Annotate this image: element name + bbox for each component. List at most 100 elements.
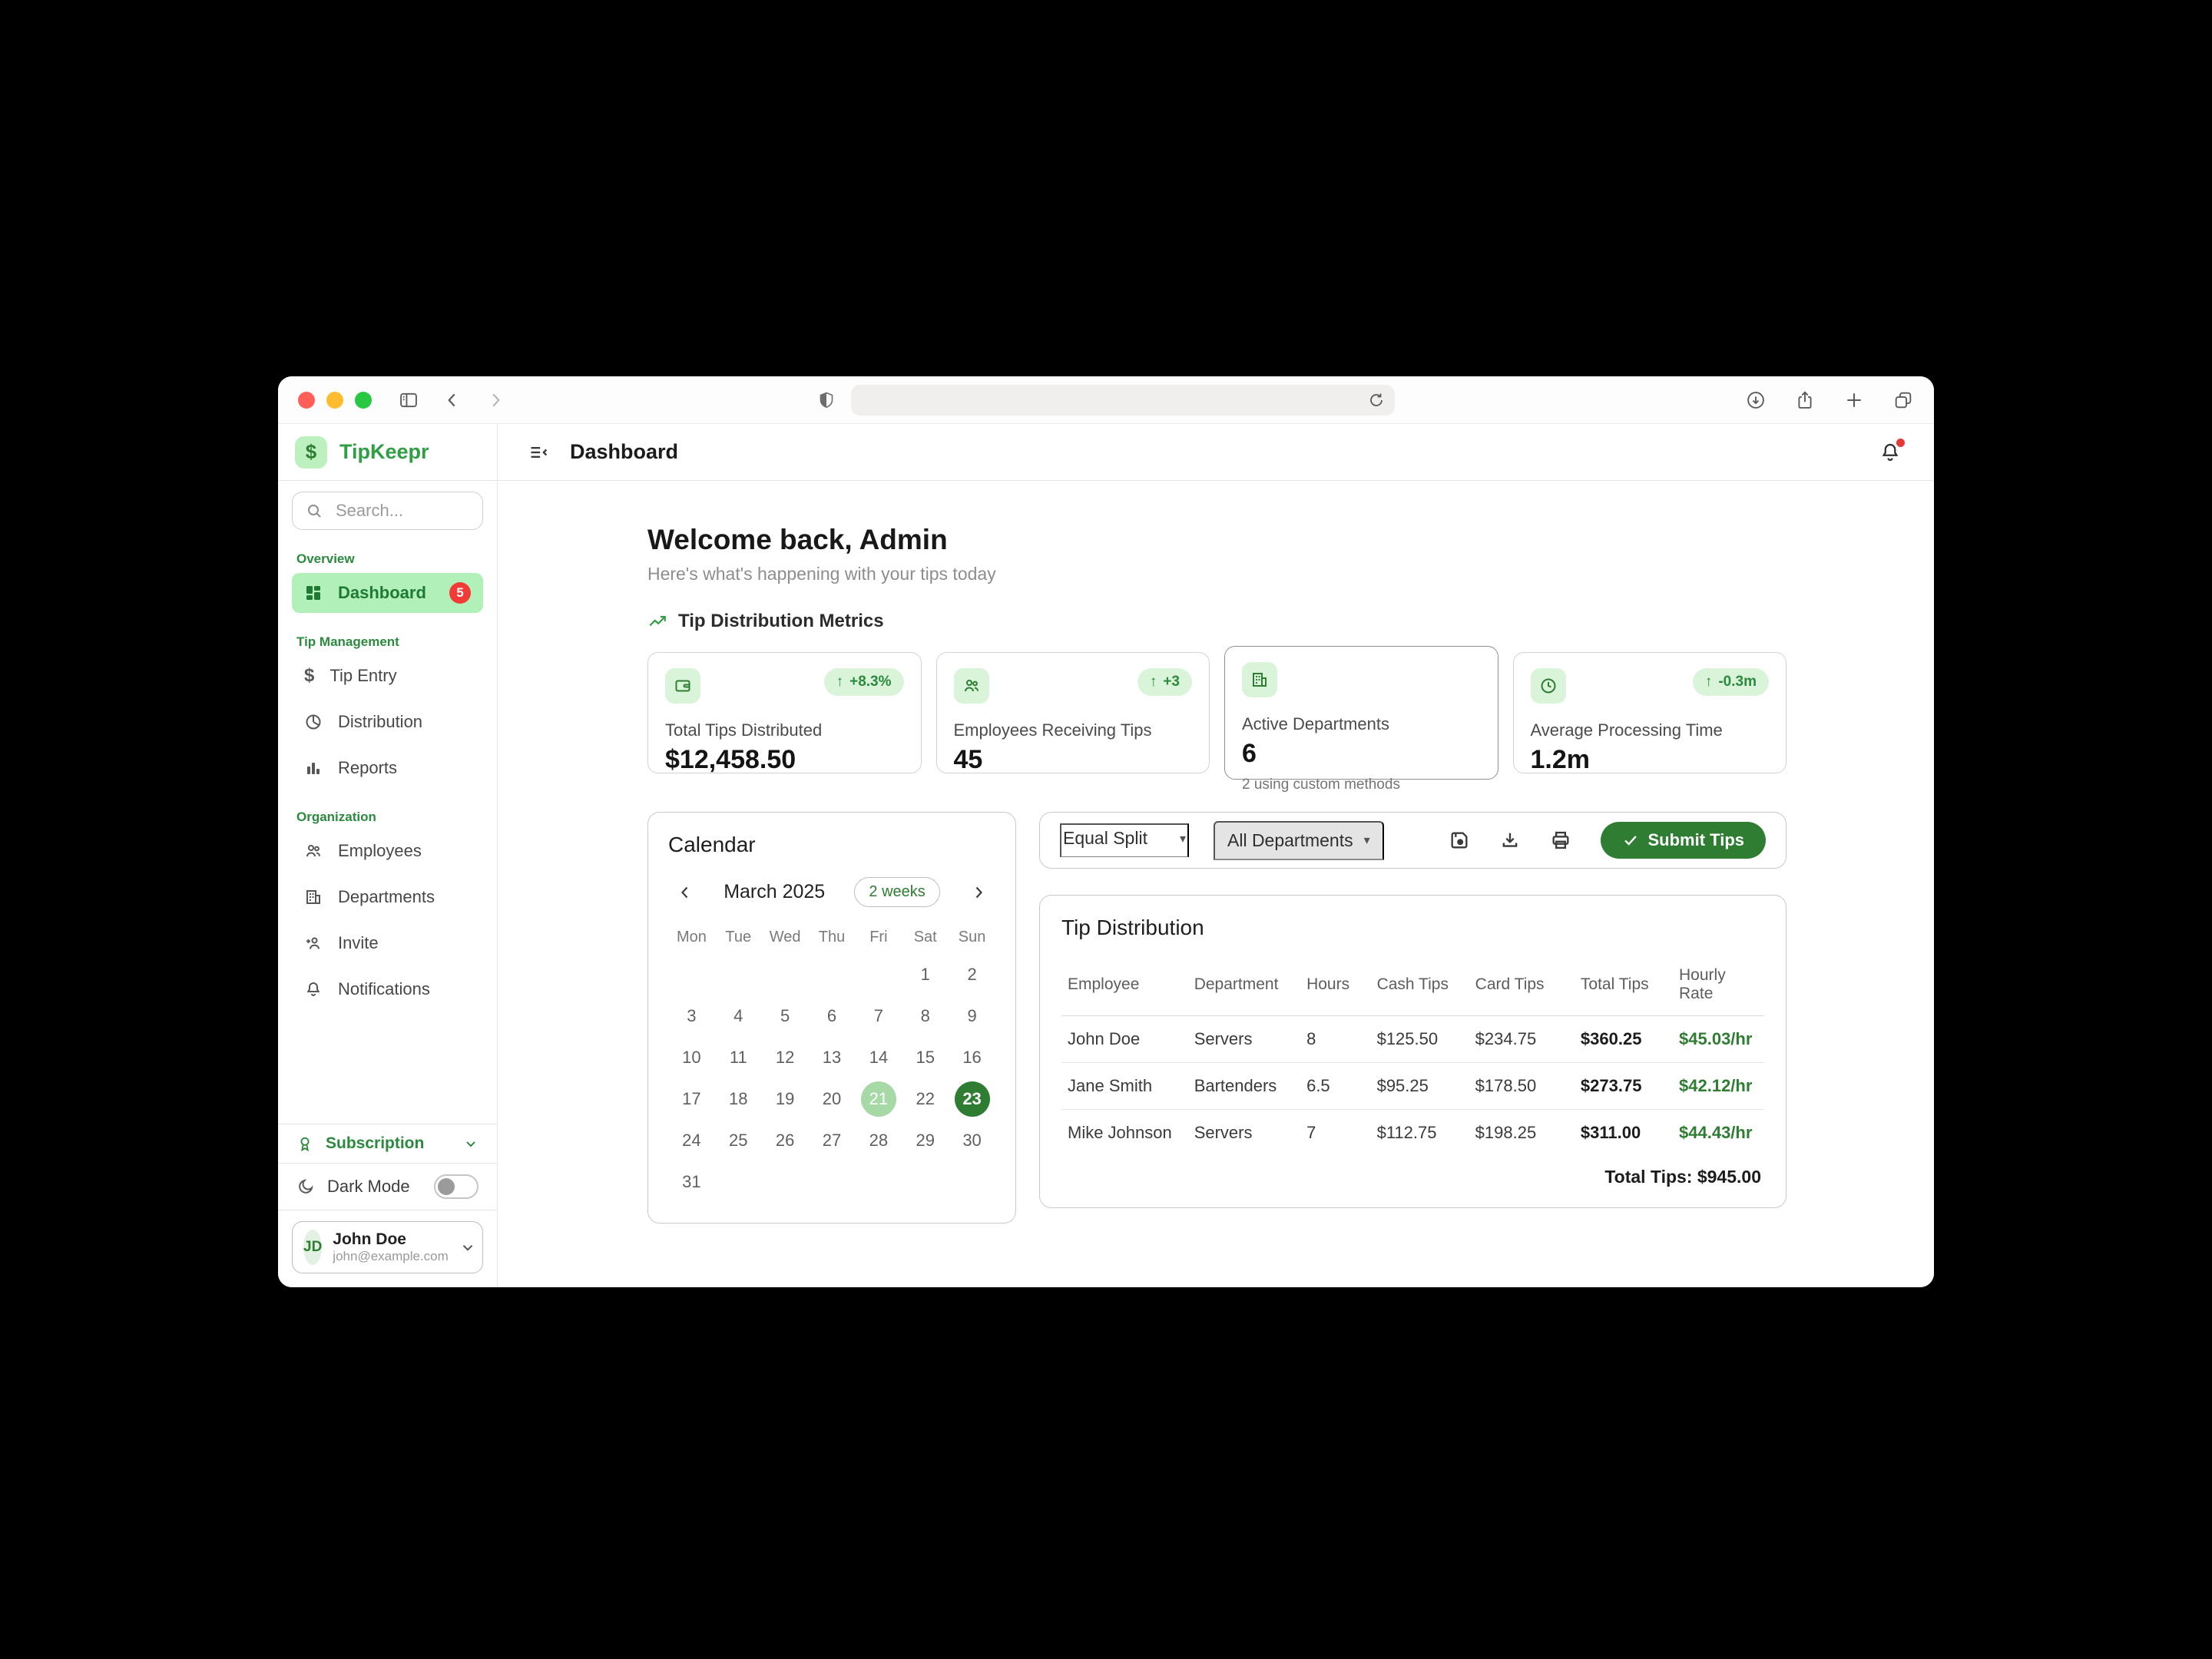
calendar-day[interactable]: 10: [668, 1037, 715, 1078]
trend-badge: ↑ +3: [1137, 668, 1192, 696]
clock-icon: [1530, 668, 1566, 704]
calendar-day-header: Wed: [769, 929, 801, 945]
privacy-shield-icon[interactable]: [817, 390, 836, 410]
calendar-day[interactable]: 2: [949, 954, 995, 995]
dashboard-page: Welcome back, Admin Here's what's happen…: [498, 481, 1934, 1287]
downloads-icon[interactable]: [1745, 389, 1767, 411]
download-icon[interactable]: [1499, 830, 1521, 851]
search-input[interactable]: [334, 500, 470, 522]
calendar-day-number: 20: [822, 1089, 842, 1108]
calendar-day[interactable]: 6: [809, 995, 856, 1037]
calendar-day[interactable]: 11: [715, 1037, 762, 1078]
calendar-day[interactable]: 29: [902, 1120, 949, 1161]
share-icon[interactable]: [1794, 389, 1816, 411]
calendar-day[interactable]: 20: [809, 1078, 856, 1120]
split-method-select[interactable]: Equal Split ▾: [1060, 823, 1189, 857]
sidebar-item-invite[interactable]: Invite: [292, 923, 483, 963]
metric-card-processing-time: ↑ -0.3m Average Processing Time 1.2m: [1512, 652, 1786, 774]
calendar-empty-cell: [949, 1161, 995, 1203]
calendar-day[interactable]: 25: [715, 1120, 762, 1161]
calendar-day[interactable]: 8: [902, 995, 949, 1037]
sidebar-item-reports[interactable]: Reports: [292, 748, 483, 788]
bell-icon: [304, 980, 323, 998]
calendar-day-number: 2: [967, 965, 977, 984]
calendar-day[interactable]: 12: [762, 1037, 809, 1078]
refresh-icon[interactable]: [1367, 391, 1386, 409]
calendar-day[interactable]: 31: [668, 1161, 715, 1203]
calendar-day[interactable]: 28: [855, 1120, 902, 1161]
sidebar-item-employees[interactable]: Employees: [292, 831, 483, 871]
calendar-prev-icon[interactable]: [676, 883, 694, 902]
address-bar[interactable]: [851, 384, 1395, 416]
calendar-day[interactable]: 5: [762, 995, 809, 1037]
sidebar-item-departments[interactable]: Departments: [292, 877, 483, 917]
calendar-empty-cell: [809, 954, 856, 995]
search-box[interactable]: [292, 492, 483, 530]
dark-mode-toggle[interactable]: [434, 1174, 478, 1199]
arrow-up-icon: ↑: [1704, 674, 1713, 690]
tip-distribution-card: Tip Distribution Employee Department Hou…: [1039, 895, 1786, 1208]
tab-overview-icon[interactable]: [1892, 389, 1914, 411]
minimize-window-button[interactable]: [326, 391, 343, 409]
save-icon[interactable]: [1449, 830, 1470, 851]
metrics-heading-label: Tip Distribution Metrics: [678, 611, 884, 631]
sidebar-item-subscription[interactable]: Subscription: [292, 1124, 483, 1163]
metric-label: Total Tips Distributed: [665, 720, 823, 740]
sidebar-item-notifications[interactable]: Notifications: [292, 969, 483, 1009]
calendar-day[interactable]: 27: [809, 1120, 856, 1161]
calendar-range-badge[interactable]: 2 weeks: [854, 877, 940, 907]
calendar-next-icon[interactable]: [969, 883, 988, 902]
calendar-day[interactable]: 17: [668, 1078, 715, 1120]
grid-icon: [304, 584, 323, 602]
calendar-day[interactable]: 14: [855, 1037, 902, 1078]
forward-icon[interactable]: [485, 390, 505, 410]
user-menu[interactable]: JD John Doe john@example.com: [292, 1221, 483, 1273]
calendar-day[interactable]: 13: [809, 1037, 856, 1078]
close-window-button[interactable]: [298, 391, 315, 409]
new-tab-icon[interactable]: [1843, 389, 1865, 411]
calendar-day[interactable]: 30: [949, 1120, 995, 1161]
calendar-day[interactable]: 4: [715, 995, 762, 1037]
calendar-day[interactable]: 23: [949, 1078, 995, 1120]
table-row: John Doe Servers 8 $125.50 $234.75 $360.25 $45…: [1061, 1015, 1764, 1063]
calendar-day-number: 25: [729, 1131, 748, 1150]
sidebar-item-tip-entry[interactable]: $ Tip Entry: [292, 656, 483, 696]
chevron-down-icon: ▾: [1179, 832, 1186, 846]
calendar-day[interactable]: 19: [762, 1078, 809, 1120]
calendar-day[interactable]: 21: [855, 1078, 902, 1120]
check-icon: [1622, 832, 1639, 849]
zoom-window-button[interactable]: [355, 391, 372, 409]
calendar-day[interactable]: 16: [949, 1037, 995, 1078]
calendar-day-number: 3: [687, 1006, 697, 1025]
calendar-day[interactable]: 7: [855, 995, 902, 1037]
metric-card-departments: Active Departments 6 2 using custom meth…: [1224, 646, 1498, 793]
calendar-day[interactable]: 24: [668, 1120, 715, 1161]
print-icon[interactable]: [1550, 830, 1571, 851]
department-filter-select[interactable]: All Departments ▾: [1214, 820, 1384, 860]
calendar-nav: March 2025 2 weeks: [668, 877, 995, 907]
toolbar-right-icons: [1745, 389, 1914, 411]
notifications-bell-icon[interactable]: [1879, 438, 1905, 464]
calendar-day[interactable]: 22: [902, 1078, 949, 1120]
submit-tips-button[interactable]: Submit Tips: [1600, 822, 1766, 859]
calendar-day[interactable]: 9: [949, 995, 995, 1037]
sidebar-item-dashboard[interactable]: Dashboard 5: [292, 573, 483, 613]
calendar-empty-cell: [762, 1161, 809, 1203]
calendar-day[interactable]: 1: [902, 954, 949, 995]
brand-logo-icon: $: [295, 435, 327, 469]
collapse-sidebar-icon[interactable]: [528, 442, 550, 463]
calendar-empty-cell: [809, 1161, 856, 1203]
table-cell: $42.12/hr: [1673, 1062, 1764, 1110]
calendar-day-header: Sun: [958, 929, 986, 945]
calendar-day[interactable]: 18: [715, 1078, 762, 1120]
calendar-day-number: 9: [967, 1006, 977, 1025]
sidebar-item-distribution[interactable]: Distribution: [292, 702, 483, 742]
calendar-day[interactable]: 15: [902, 1037, 949, 1078]
people-icon: [953, 668, 989, 704]
mac-sidebar-toggle-icon[interactable]: [398, 389, 419, 411]
calendar-day[interactable]: 26: [762, 1120, 809, 1161]
sidebar-item-label: Employees: [338, 841, 422, 860]
back-icon[interactable]: [442, 390, 462, 410]
calendar-day[interactable]: 3: [668, 995, 715, 1037]
calendar-day-header: Fri: [869, 929, 888, 945]
